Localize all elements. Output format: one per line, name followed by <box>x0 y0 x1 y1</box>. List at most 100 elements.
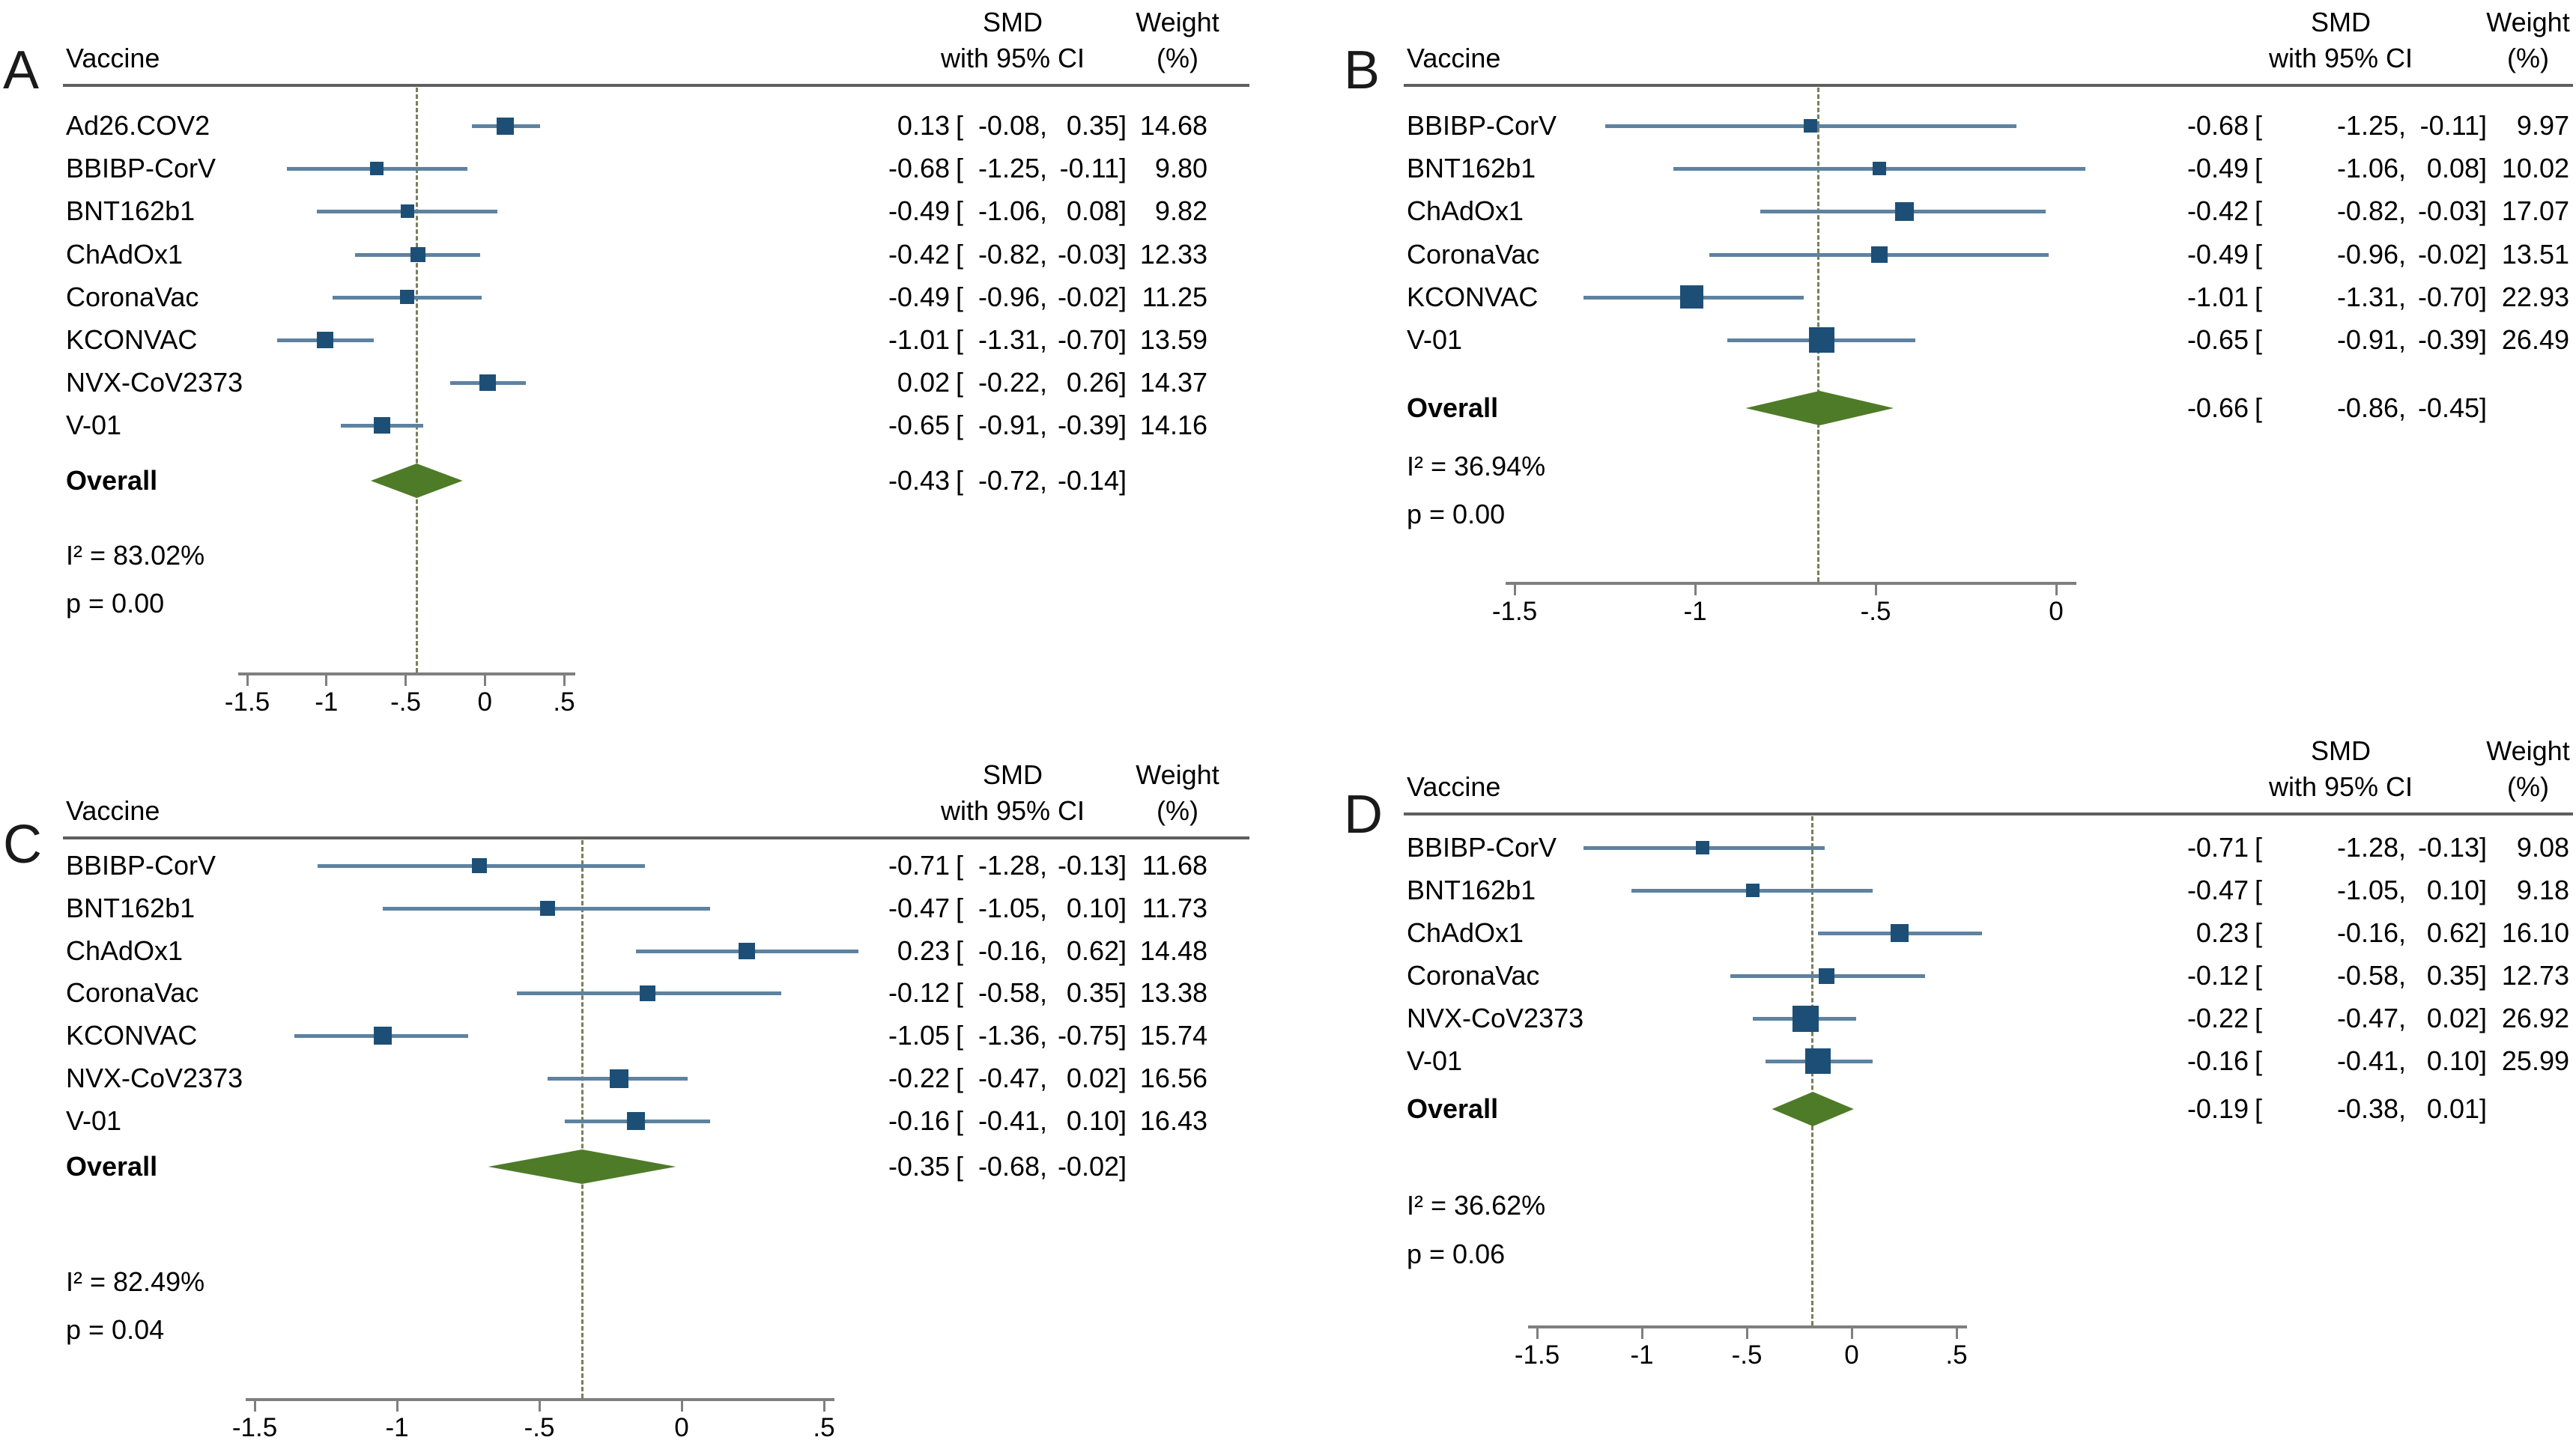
weight-value: 11.68 <box>1142 850 1207 881</box>
ci-open-bracket: [ <box>2255 110 2263 141</box>
vaccine-label: ChAdOx1 <box>66 238 184 270</box>
overall-diamond <box>488 1149 676 1184</box>
column-header-weight: Weight <box>2486 735 2570 766</box>
column-header-smd: SMD <box>2311 7 2371 37</box>
vaccine-label: NVX-CoV2373 <box>1407 1003 1584 1033</box>
ci-high: 0.26] <box>1066 367 1127 398</box>
ci-high: 0.10] <box>2426 875 2487 905</box>
smd-estimate: -0.49 <box>888 195 950 227</box>
ci-low: -1.31, <box>978 324 1047 355</box>
overall-label: Overall <box>1407 392 1499 423</box>
weight-value: 13.38 <box>1139 977 1207 1009</box>
ci-open-bracket: [ <box>956 935 964 966</box>
ci-high: 0.02] <box>1066 1063 1127 1093</box>
overall-ci-open-bracket: [ <box>2255 1093 2263 1124</box>
overall-label: Overall <box>66 465 158 496</box>
weight-value: 14.37 <box>1139 367 1207 398</box>
weight-value: 13.59 <box>1139 324 1207 355</box>
weight-value: 10.02 <box>2501 153 2569 184</box>
x-axis-tick-label: 0 <box>2049 597 2064 626</box>
smd-estimate: -0.16 <box>888 1105 950 1136</box>
overall-diamond <box>1745 391 1894 425</box>
ci-low: -1.31, <box>2336 281 2406 312</box>
heterogeneity-stat: I² = 36.62% <box>1407 1190 1546 1221</box>
ci-open-bracket: [ <box>956 367 964 398</box>
ci-low: -0.08, <box>978 110 1047 141</box>
ci-open-bracket: [ <box>2255 1045 2263 1076</box>
ci-open-bracket: [ <box>956 410 964 441</box>
heterogeneity-stat: I² = 36.94% <box>1407 451 1546 482</box>
forest-panel-d: D Vaccine SMD with 95% CI Weight (%) BBI… <box>1341 726 2576 1455</box>
column-header-weight: Weight <box>2486 7 2570 37</box>
ci-high: 0.08] <box>1066 195 1127 227</box>
column-header-smd-ci: with 95% CI <box>2268 43 2413 73</box>
vaccine-label: CoronaVac <box>66 281 199 312</box>
weight-value: 9.80 <box>1154 153 1207 184</box>
weight-value: 14.16 <box>1139 410 1207 441</box>
vaccine-label: CoronaVac <box>66 977 199 1009</box>
x-axis-tick <box>1694 584 1697 595</box>
plot-area: Ad26.COV2 0.13[-0.08, 0.35] 14.68 BBIBP-CorV… <box>0 0 1285 723</box>
p-value-stat: p = 0.04 <box>66 1314 165 1345</box>
p-value-stat: p = 0.00 <box>66 588 165 619</box>
panel-letter: C <box>3 815 42 875</box>
smd-marker <box>1679 285 1703 309</box>
x-axis-tick-label: -1.5 <box>224 687 270 717</box>
ci-low: -0.96, <box>978 281 1047 312</box>
weight-value: 9.82 <box>1154 195 1207 227</box>
ci-high: -0.03] <box>2417 195 2487 227</box>
smd-estimate: -0.47 <box>2186 875 2249 905</box>
forest-panel-c: C Vaccine SMD with 95% CI Weight (%) BBI… <box>0 726 1285 1455</box>
x-axis-tick-label: -1 <box>1630 1340 1654 1370</box>
ci-open-bracket: [ <box>956 238 964 270</box>
ci-high: -0.13] <box>2417 832 2487 863</box>
x-axis-tick <box>1536 1328 1539 1339</box>
ci-open-bracket: [ <box>956 1105 964 1136</box>
panel-letter: B <box>1344 40 1381 100</box>
x-axis-tick <box>680 1400 683 1412</box>
ci-high: 0.08] <box>2426 153 2487 184</box>
p-value-stat: p = 0.06 <box>1407 1239 1506 1269</box>
x-axis-tick-label: -.5 <box>524 1413 555 1442</box>
vaccine-label: KCONVAC <box>66 1020 198 1051</box>
ci-low: -0.96, <box>2336 238 2406 270</box>
vaccine-label: KCONVAC <box>1407 281 1539 312</box>
ci-low: -0.58, <box>978 977 1047 1009</box>
overall-ci-high: -0.02] <box>1057 1151 1127 1182</box>
forest-panel-a: A Vaccine SMD with 95% CI Weight (%) Ad2… <box>0 0 1285 723</box>
smd-marker <box>400 290 415 305</box>
ci-low: -1.28, <box>2336 832 2406 863</box>
smd-marker <box>1891 924 1909 942</box>
column-header-vaccine: Vaccine <box>1407 43 1501 73</box>
weight-value: 14.48 <box>1139 935 1207 966</box>
ci-open-bracket: [ <box>2255 281 2263 312</box>
ci-low: -0.47, <box>978 1063 1047 1093</box>
column-header-weight: Weight <box>1136 759 1219 790</box>
vaccine-label: ChAdOx1 <box>1407 195 1524 227</box>
smd-marker <box>1792 1005 1819 1032</box>
smd-estimate: -0.12 <box>2186 960 2249 991</box>
vaccine-label: CoronaVac <box>1407 960 1540 991</box>
x-axis-tick-label: -1.5 <box>231 1413 278 1442</box>
vaccine-label: KCONVAC <box>66 324 198 355</box>
ci-low: -1.25, <box>2336 110 2406 141</box>
smd-marker <box>1895 201 1915 221</box>
ci-high: -0.70] <box>1057 324 1127 355</box>
ci-low: -1.25, <box>978 153 1047 184</box>
smd-marker <box>1808 327 1834 353</box>
reference-line <box>416 88 419 672</box>
ci-high: 0.10] <box>1066 1105 1127 1136</box>
smd-estimate: -1.05 <box>888 1020 950 1051</box>
smd-marker <box>479 374 497 392</box>
overall-ci-low: -0.86, <box>2336 392 2406 423</box>
ci-high: -0.39] <box>2417 324 2487 355</box>
vaccine-label: NVX-CoV2373 <box>66 367 243 398</box>
ci-high: -0.11] <box>2419 110 2487 141</box>
ci-low: -1.05, <box>2336 875 2406 905</box>
header-rule <box>1404 84 2573 87</box>
weight-value: 25.99 <box>2501 1045 2569 1076</box>
vaccine-label: CoronaVac <box>1407 238 1540 270</box>
ci-open-bracket: [ <box>2255 238 2263 270</box>
reference-line <box>581 840 584 1398</box>
weight-value: 26.49 <box>2501 324 2569 355</box>
